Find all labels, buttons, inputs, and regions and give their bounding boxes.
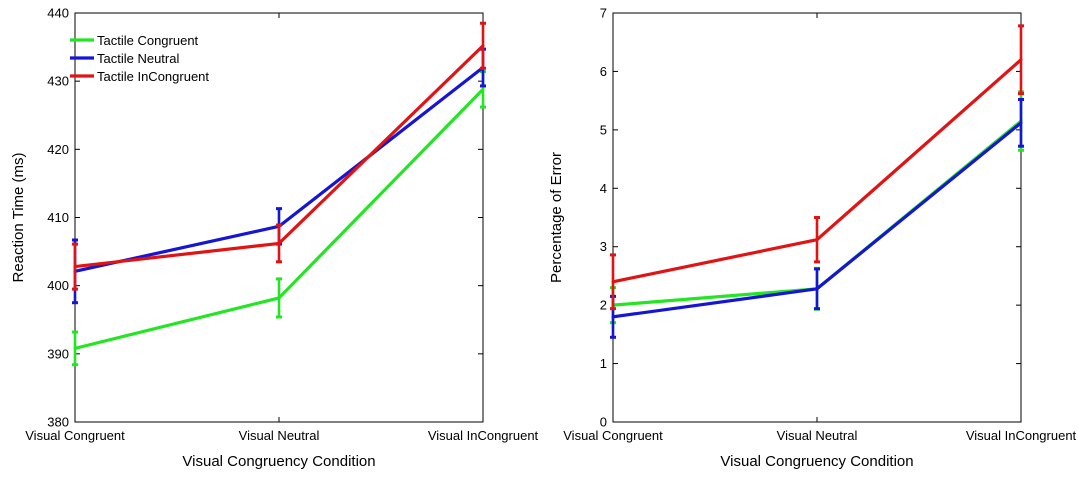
y-tick-label: 5 bbox=[600, 122, 607, 137]
y-tick-label: 0 bbox=[600, 415, 607, 430]
data-point bbox=[1019, 58, 1023, 62]
chart-panel-1: 380 390 400 410 420 430 440 Visual Congruent Vis… bbox=[10, 6, 539, 471]
legend: Tactile Congruent Tactile Neutral Tactile … bbox=[70, 33, 209, 84]
y-tick-label: 430 bbox=[47, 74, 69, 89]
data-point bbox=[1019, 121, 1023, 125]
data-point bbox=[611, 280, 615, 284]
data-point bbox=[815, 238, 819, 242]
data-point bbox=[611, 315, 615, 319]
data-point bbox=[481, 87, 485, 91]
x-tick-label: Visual Congruent bbox=[25, 428, 125, 443]
data-point bbox=[73, 346, 77, 350]
x-tick-label: Visual InCongruent bbox=[428, 428, 539, 443]
y-tick-label: 7 bbox=[600, 6, 607, 21]
data-point bbox=[481, 44, 485, 48]
y-tick-label: 410 bbox=[47, 210, 69, 225]
series-tactile-incongruent bbox=[610, 24, 1024, 311]
data-point bbox=[815, 287, 819, 291]
data-point bbox=[73, 265, 77, 269]
y-tick-label: 3 bbox=[600, 239, 607, 254]
x-tick-label: Visual Neutral bbox=[239, 428, 320, 443]
y-tick-label: 380 bbox=[47, 415, 69, 430]
y-tick-label: 440 bbox=[47, 6, 69, 21]
x-tick-label: Visual Neutral bbox=[777, 428, 858, 443]
series-tactile-incongruent bbox=[72, 21, 486, 291]
y-tick-label: 400 bbox=[47, 278, 69, 293]
y-axis-label: Percentage of Error bbox=[548, 152, 565, 283]
y-tick-label: 4 bbox=[600, 181, 607, 196]
y-tick-label: 390 bbox=[47, 346, 69, 361]
legend-label: Tactile InCongruent bbox=[97, 69, 209, 84]
y-axis-label: Reaction Time (ms) bbox=[10, 152, 27, 282]
legend-label: Tactile Neutral bbox=[97, 51, 179, 66]
y-tick-label: 2 bbox=[600, 298, 607, 313]
y-tick-label: 1 bbox=[600, 356, 607, 371]
series-tactile-neutral bbox=[72, 47, 486, 305]
x-axis-label: Visual Congruency Condition bbox=[720, 453, 913, 470]
x-axis-label: Visual Congruency Condition bbox=[182, 453, 375, 470]
x-tick-label: Visual InCongruent bbox=[966, 428, 1077, 443]
y-tick-label: 420 bbox=[47, 142, 69, 157]
x-tick-label: Visual Congruent bbox=[563, 428, 663, 443]
data-point bbox=[277, 241, 281, 245]
y-tick-label: 6 bbox=[600, 64, 607, 79]
chart-panel-2: 0 1 2 3 4 5 6 7 Visual Congruent Visual Neutral Vi… bbox=[548, 6, 1077, 471]
legend-label: Tactile Congruent bbox=[97, 33, 199, 48]
data-point bbox=[277, 296, 281, 300]
